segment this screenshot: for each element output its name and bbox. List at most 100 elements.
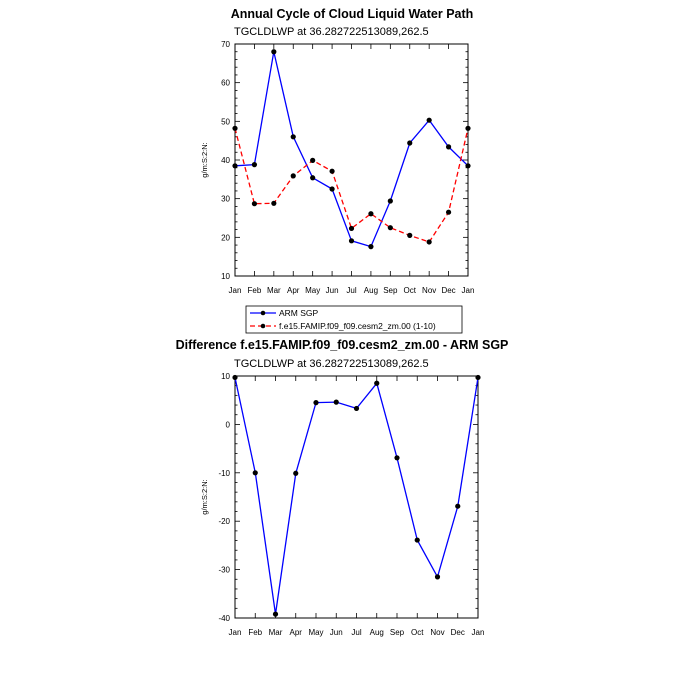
data-point [455,503,461,509]
annual-cycle-panel: Annual Cycle of Cloud Liquid Water Path … [200,7,474,334]
data-point [353,405,360,412]
chart-subtitle: TGCLDLWP at 36.282722513089,262.5 [234,26,429,38]
data-point [329,168,335,174]
data-point [271,200,277,206]
y-tick-label: 70 [221,40,230,49]
data-point [368,244,374,250]
data-point [232,374,238,381]
data-point [348,238,355,244]
data-point [368,211,374,217]
x-tick-label: Jan [472,628,485,637]
x-tick-label: Apr [287,286,300,295]
data-point [252,470,258,476]
y-tick-label: 30 [221,195,230,204]
x-tick-label: Feb [248,286,262,295]
data-point [407,232,413,238]
chart-title: Annual Cycle of Cloud Liquid Water Path [231,7,474,21]
data-point [394,455,400,461]
x-tick-label: Jul [346,286,356,295]
chart-title: Difference f.e15.FAMIP.f09_f09.cesm2_zm.… [176,338,509,352]
y-axis-label: g/m:S:2:N: [200,479,209,514]
x-tick-label: Aug [370,628,384,637]
data-point [445,209,452,215]
data-point [348,225,355,232]
x-tick-label: Sep [383,286,398,295]
data-point [251,201,258,207]
x-tick-label: Nov [430,628,444,637]
axis-ticks: 10 20 30 40 50 60 70 Jan Feb Mar Apr May Jun Jul Aug Se… [221,40,474,295]
legend-box [245,305,463,334]
data-point [310,175,316,181]
y-tick-label: 60 [221,79,230,88]
data-point [232,163,238,169]
data-point [434,574,441,580]
data-point [387,225,393,231]
series-line-0 [234,51,469,248]
data-point [310,157,316,163]
series-group [232,49,471,250]
y-tick-label: 40 [221,156,230,165]
x-tick-label: Oct [411,628,424,637]
series-group [232,374,481,617]
data-point [475,374,481,381]
data-point [251,162,258,168]
x-tick-label: Feb [248,628,262,637]
x-tick-label: Dec [451,628,465,637]
y-tick-label: 20 [221,233,230,242]
x-tick-label: Aug [364,286,378,295]
data-point [232,125,238,131]
x-tick-label: Jan [229,628,242,637]
x-tick-label: Nov [422,286,436,295]
x-tick-label: Sep [390,628,405,637]
legend-marker-arm-sgp [260,310,266,316]
x-tick-label: Apr [290,628,303,637]
data-point [333,399,339,405]
series-line-0 [234,377,479,615]
y-tick-label: -40 [218,614,230,623]
y-tick-label: 10 [221,372,230,381]
x-tick-label: Jan [229,286,242,295]
data-point [290,173,296,179]
y-tick-label: 0 [226,420,231,429]
data-point [465,125,471,131]
data-point [426,239,432,245]
series-line-1 [234,128,469,243]
data-point [465,163,471,169]
chart-subtitle: TGCLDLWP at 36.282722513089,262.5 [234,358,429,370]
y-tick-label: 10 [221,272,230,281]
data-point [414,537,420,543]
x-tick-label: Jul [351,628,361,637]
axis-ticks: -40 -30 -20 -10 0 10 Jan Feb Mar Apr May Jun Jul Aug S… [218,372,484,637]
x-tick-label: May [308,628,323,637]
data-point [374,380,380,386]
y-axis-label: g/m:S:2:N: [200,142,209,177]
data-point [313,400,319,406]
data-point [387,198,393,204]
x-tick-label: Jan [462,286,475,295]
x-tick-label: Dec [441,286,455,295]
x-tick-label: Mar [267,286,281,295]
y-tick-label: -30 [218,566,230,575]
legend-label-model: f.e15.FAMIP.f09_f09.cesm2_zm.00 (1-10) [279,321,436,331]
difference-panel: Difference f.e15.FAMIP.f09_f09.cesm2_zm.… [176,338,509,637]
legend-marker-model [260,323,266,329]
data-point [271,49,277,55]
y-tick-label: -20 [218,517,230,526]
data-point [290,134,296,140]
data-point [293,470,299,476]
data-point [272,611,279,617]
y-tick-label: 50 [221,117,230,126]
x-tick-label: Oct [404,286,417,295]
x-tick-label: May [305,286,320,295]
data-point [329,186,335,192]
legend: ARM SGP f.e15.FAMIP.f09_f09.cesm2_zm.00 … [245,305,463,334]
x-tick-label: Mar [269,628,283,637]
data-point [426,117,432,123]
x-tick-label: Jun [330,628,343,637]
legend-label-arm-sgp: ARM SGP [279,308,319,318]
y-tick-label: -10 [218,469,230,478]
data-point [407,140,413,146]
x-tick-label: Jun [326,286,339,295]
data-point [445,144,452,150]
